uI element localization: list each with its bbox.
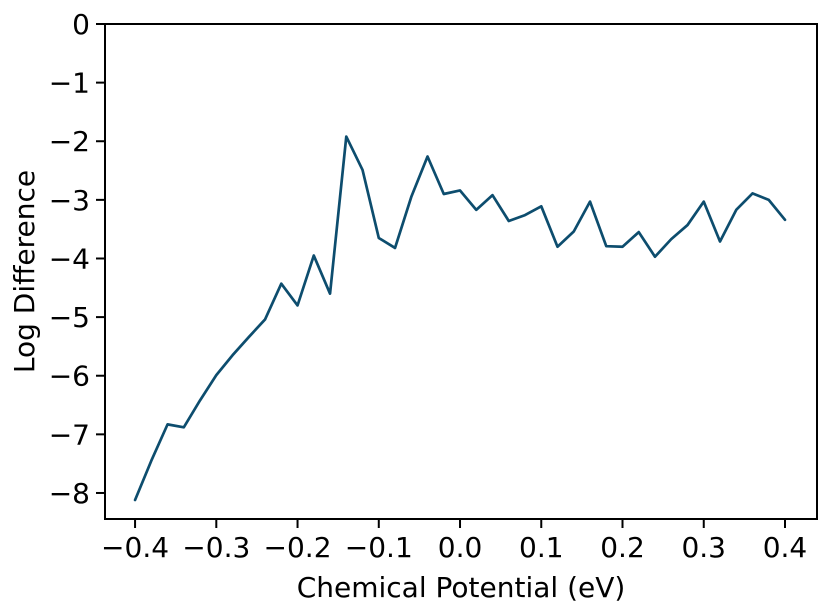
y-tick-label: −4 [49, 242, 90, 275]
x-tick-label: 0.0 [438, 531, 483, 564]
y-tick-label: −5 [49, 301, 90, 334]
y-tick-label: −1 [49, 67, 90, 100]
x-tick-label: 0.3 [681, 531, 726, 564]
y-tick-label: −8 [49, 477, 90, 510]
data-line [133, 135, 787, 502]
x-axis-label: Chemical Potential (eV) [297, 571, 626, 604]
y-axis-label: Log Difference [8, 170, 41, 373]
plot-area: −0.4 −0.3 −0.2 −0.1 0.0 0.1 0.2 0.3 0.4 0 −1 −2 −3 −4… [49, 8, 818, 564]
x-tick-label: −0.4 [101, 531, 169, 564]
x-tick-label: −0.2 [264, 531, 332, 564]
y-tick-label: −3 [49, 184, 90, 217]
x-tick-label: 0.4 [763, 531, 808, 564]
x-tick-label: 0.2 [600, 531, 645, 564]
x-tick-label: −0.3 [182, 531, 250, 564]
y-tick-label: −7 [49, 418, 90, 451]
y-tick-label: −2 [49, 125, 90, 158]
x-tick-label: −0.1 [345, 531, 413, 564]
axes-spines [104, 23, 818, 520]
y-tick-label: −6 [49, 360, 90, 393]
y-tick-label: 0 [72, 8, 90, 41]
x-tick-label: 0.1 [519, 531, 564, 564]
